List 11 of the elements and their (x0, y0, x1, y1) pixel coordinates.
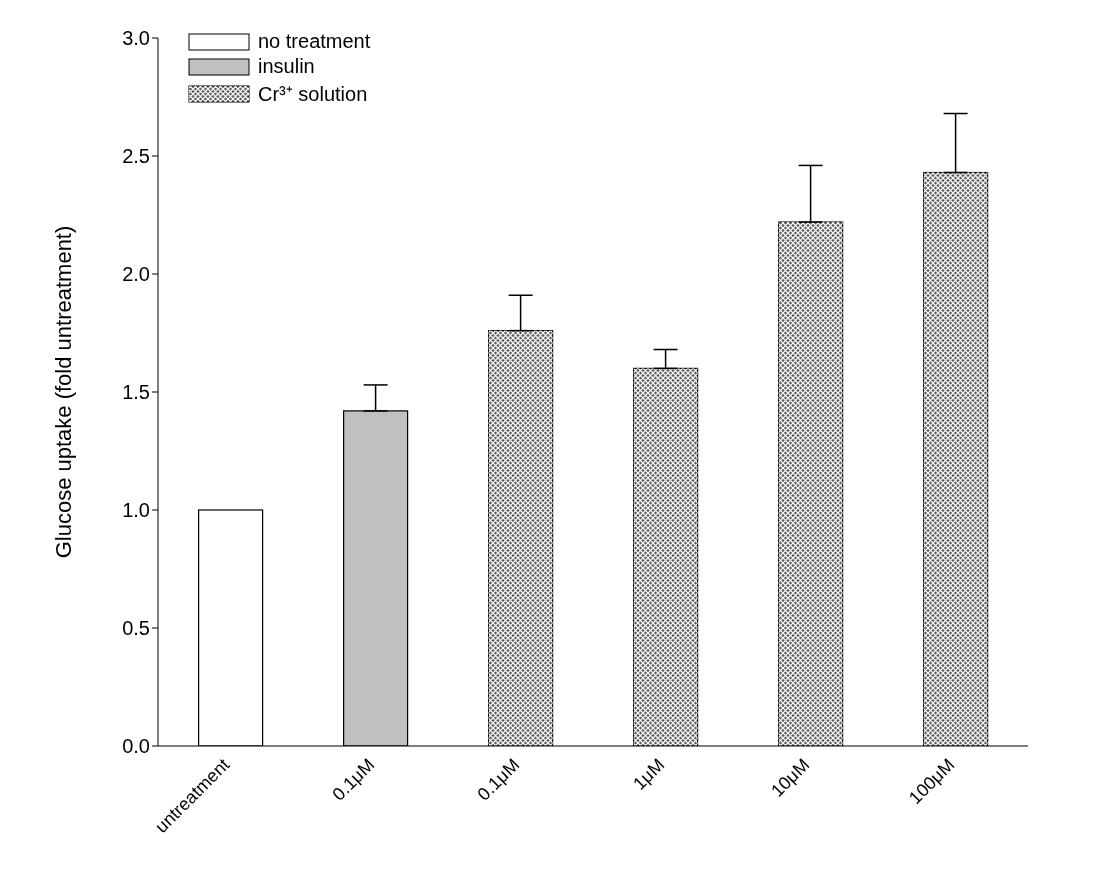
legend-label: no treatment (258, 30, 371, 53)
legend-label: insulin (258, 55, 315, 78)
legend-label: Cr³⁺ solution (258, 82, 368, 107)
y-tick-label: 0.5 (122, 617, 150, 640)
y-tick-label: 3.0 (122, 27, 150, 50)
y-tick-label: 1.0 (122, 499, 150, 522)
y-tick-label: 0.0 (122, 735, 150, 758)
y-axis-title: Glucose uptake (fold untreatment) (50, 225, 76, 559)
y-tick-label: 2.5 (122, 145, 150, 168)
y-tick-label: 2.0 (122, 263, 150, 286)
y-tick-label: 1.5 (122, 381, 150, 404)
